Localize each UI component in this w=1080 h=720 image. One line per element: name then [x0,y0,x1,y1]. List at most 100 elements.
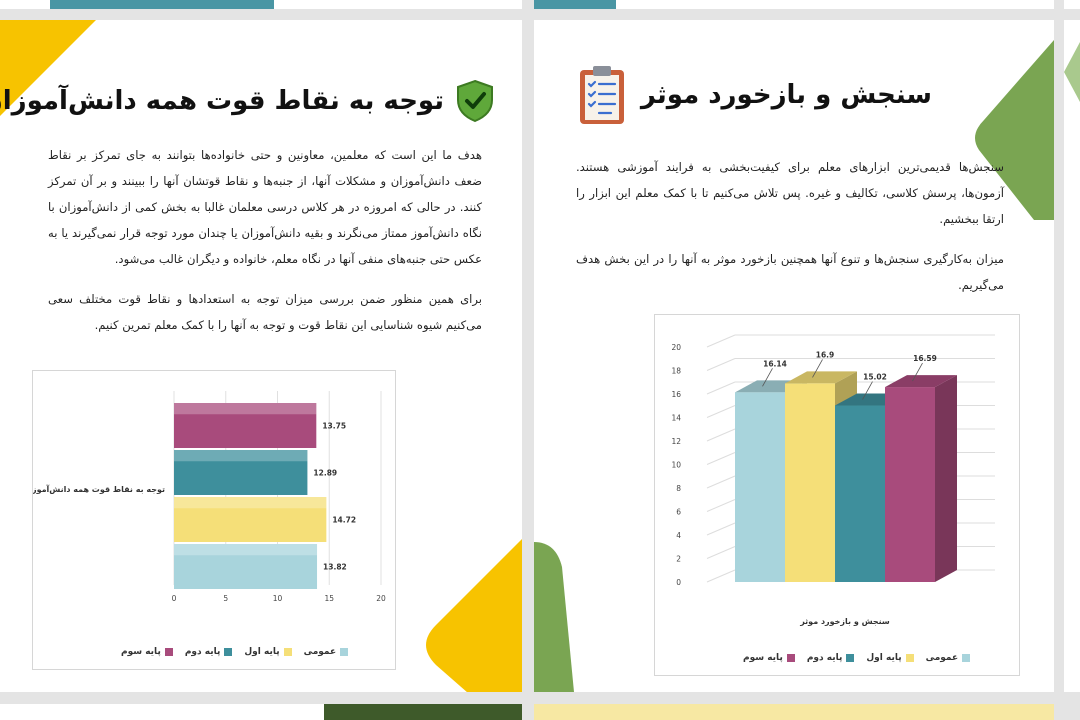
category-label: توجه به نقاط قوت همه دانش‌آموزان [33,484,165,495]
grid-line-side [706,546,736,559]
right-page-title: سنجش و بازخورد موثر [577,64,932,126]
bar-highlight [174,450,308,462]
legend-label: پایه دوم [806,653,843,663]
left-page-title-text: توجه به نقاط قوت همه دانش‌آموزان [0,86,444,116]
hbar-chart: 0 5 10 15 20 13.75 12.89 14.72 13.82 توجه به نقاط… [32,370,396,670]
bar3d-chart: 0 2 4 6 8 10 12 14 16 18 20 16.14 16.9 15.02 16.59 سنجش… [654,314,1020,676]
y-tick-label: 10 [671,461,681,470]
y-tick-label: 0 [676,578,681,587]
grid-line-side [706,358,736,371]
top-page-strip-right [534,0,1054,9]
green-edge-shape [1064,42,1080,102]
top-strip-teal-band [534,0,616,9]
x-tick-label: 15 [324,594,334,603]
grid-line-side [706,334,736,348]
legend-item-grade3: پایه سوم [743,653,795,663]
legend-swatch [164,648,173,656]
bar [835,405,885,582]
data-label: 12.89 [313,469,337,478]
bar [174,403,317,448]
category-label: سنجش و بازخورد موثر [799,617,890,627]
x-tick-label: 0 [172,594,177,603]
left-paragraph-2: برای همین منظور ضمن بررسی میزان توجه به … [48,292,482,332]
legend-item-grade1: پایه اول [866,653,914,663]
legend-item-grade3: پایه سوم [121,647,173,657]
bar [735,392,785,582]
y-tick-label: 6 [676,508,681,517]
bar-highlight [174,544,318,556]
bottom-strip-yellow-band [534,704,1054,720]
bar3d-legend: عمومی پایه اول پایه دوم پایه سوم [743,653,971,663]
bar-top [885,375,957,388]
data-label: 16.59 [913,354,937,363]
yellow-corner-shape [0,20,96,116]
y-tick-label: 2 [676,555,681,564]
bar-side [935,375,957,582]
bar-highlight [174,497,327,509]
bar [174,450,308,495]
x-tick-label: 20 [376,594,386,603]
legend-item-grade1: پایه اول [244,647,292,657]
y-tick-label: 14 [671,414,681,423]
legend-label: پایه اول [866,653,902,663]
bar [785,383,835,582]
legend-label: پایه اول [244,647,280,657]
x-tick-label: 5 [223,594,228,603]
right-page-title-text: سنجش و بازخورد موثر [640,80,932,110]
bar [885,387,935,582]
grid-line-side [706,452,736,465]
left-page-body: هدف ما این است که معلمین، معاونین و حتی … [48,142,482,352]
hbar-legend: عمومی پایه اول پایه دوم پایه سوم [121,647,349,657]
bottom-page-strip-right [534,704,1054,720]
bottom-page-strip-left [0,704,522,720]
data-label: 16.14 [763,359,787,368]
grid-line-side [706,381,736,395]
legend-label: پایه سوم [121,647,161,657]
legend-swatch [786,654,795,662]
data-label-leader [762,368,773,387]
legend-swatch [846,654,855,662]
legend-swatch [340,648,349,656]
bar-highlight [174,403,317,415]
y-tick-label: 20 [671,343,681,352]
data-label-leader [812,359,823,378]
grid-line-side [706,499,736,512]
grid-line-side [706,569,736,583]
y-tick-label: 12 [671,437,681,446]
data-label: 16.9 [816,350,835,359]
green-right-shape [975,40,1054,220]
data-label-leader [912,362,923,382]
left-page: توجه به نقاط قوت همه دانش‌آموزان هدف ما … [0,20,522,692]
grid-line-side [706,405,736,418]
bottom-strip-green-band [324,704,522,720]
grid-line-side [706,522,736,536]
top-page-strip-left [0,0,522,9]
top-page-strip-far-right [1064,0,1080,9]
legend-item-general: عمومی [304,647,349,657]
legend-label: عمومی [925,653,959,663]
hbar-chart-svg: 0 5 10 15 20 13.75 12.89 14.72 13.82 توجه به نقاط… [33,391,386,603]
legend-swatch [962,654,971,662]
far-right-page [1064,20,1080,692]
left-paragraph-1: هدف ما این است که معلمین، معاونین و حتی … [48,148,482,266]
top-strip-teal-band [50,0,274,9]
grid-line-side [706,428,736,442]
clipboard-checklist-icon [577,64,627,126]
data-label: 14.72 [332,516,356,525]
legend-item-general: عمومی [926,653,971,663]
bar-top [785,371,857,384]
right-paragraph-2: میزان به‌کارگیری سنجش‌ها و تنوع آنها همچ… [576,252,1004,292]
data-label: 13.82 [323,563,347,572]
green-bottom-left-shape [534,542,574,692]
legend-label: پایه دوم [184,647,221,657]
yellow-bottom-shape [426,539,522,692]
bar [174,544,318,589]
legend-swatch [905,654,914,662]
legend-item-grade2: پایه دوم [807,653,855,663]
data-label: 13.75 [322,422,346,431]
legend-swatch [224,648,233,656]
right-page: سنجش و بازخورد موثر سنجش‌ها قدیمی‌ترین ا… [534,20,1054,692]
grid-line-side [706,475,736,489]
legend-swatch [283,648,292,656]
bar3d-chart-svg: 0 2 4 6 8 10 12 14 16 18 20 16.14 16.9 15.02 16.59 سنجش… [671,334,995,627]
